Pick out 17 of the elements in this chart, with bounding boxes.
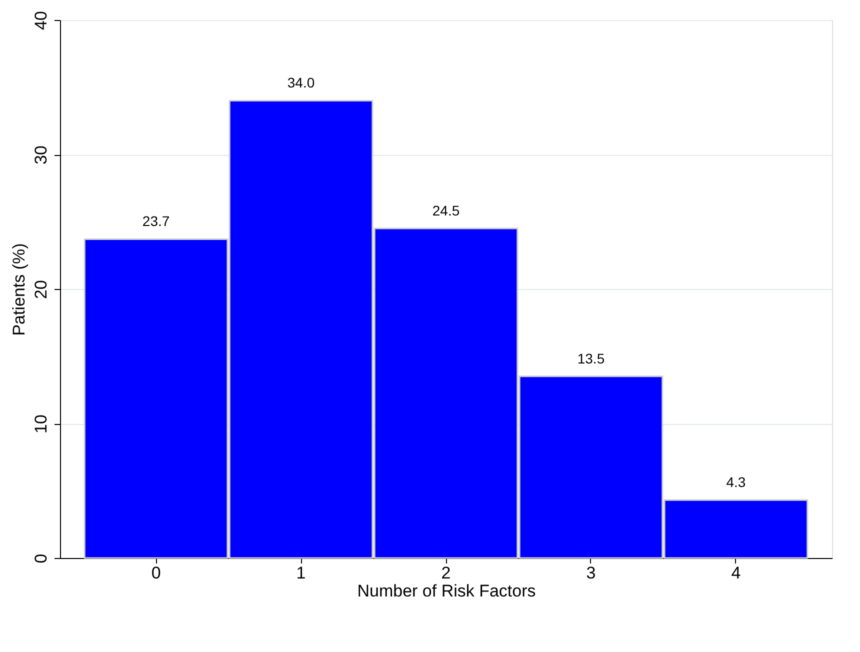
- x-tick-label: 1: [296, 564, 306, 582]
- x-tick-label: 2: [441, 564, 451, 582]
- data-label: 23.7: [142, 213, 170, 230]
- x-axis-title: Number of Risk Factors: [357, 582, 536, 600]
- data-label: 4.3: [726, 474, 746, 490]
- y-tick-label: 30: [32, 146, 50, 164]
- data-label: 13.5: [577, 350, 605, 366]
- y-tick-label: 0: [32, 554, 50, 564]
- y-tick-label: 10: [32, 414, 50, 434]
- x-tick-label: 4: [731, 564, 741, 582]
- data-label: 24.5: [432, 202, 460, 218]
- y-tick-label: 20: [32, 280, 50, 299]
- data-label: 34.0: [287, 74, 315, 91]
- y-axis-title: Patients (%): [10, 243, 28, 336]
- x-tick-label: 0: [151, 564, 161, 582]
- x-tick-label: 3: [586, 564, 596, 582]
- y-tick-label: 40: [32, 11, 50, 30]
